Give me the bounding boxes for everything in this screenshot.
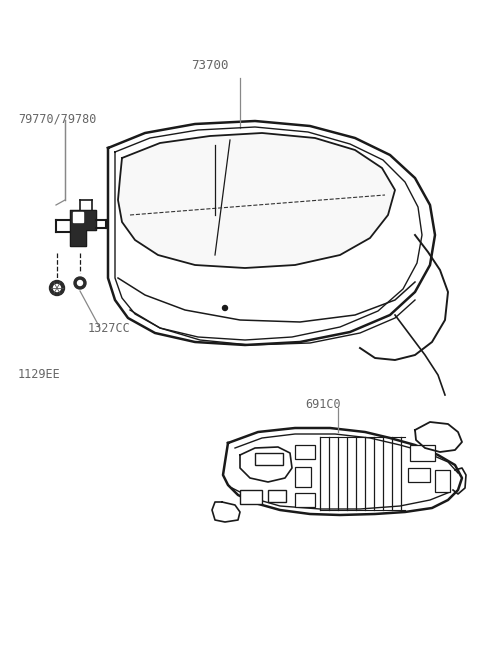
Text: 1327CC: 1327CC [88,322,131,335]
Polygon shape [108,121,435,345]
Bar [295,467,311,487]
Bar [255,453,283,465]
Polygon shape [212,502,240,522]
Circle shape [49,281,64,296]
Bar [410,445,435,461]
Bar [408,468,430,482]
Text: 73700: 73700 [191,59,229,72]
Polygon shape [415,422,462,452]
Text: 1129EE: 1129EE [18,368,61,381]
Polygon shape [240,447,292,482]
Polygon shape [223,428,462,515]
Polygon shape [70,210,96,246]
Text: 79770/79780: 79770/79780 [18,112,96,125]
Bar [268,490,286,502]
Circle shape [77,281,83,286]
Bar [295,493,315,507]
Bar [435,470,450,492]
Text: 691C0: 691C0 [305,398,341,411]
Bar [295,445,315,459]
Circle shape [74,277,86,289]
Bar [240,490,262,504]
Circle shape [53,284,60,292]
Circle shape [223,306,228,311]
Polygon shape [73,212,83,222]
Polygon shape [118,133,395,268]
